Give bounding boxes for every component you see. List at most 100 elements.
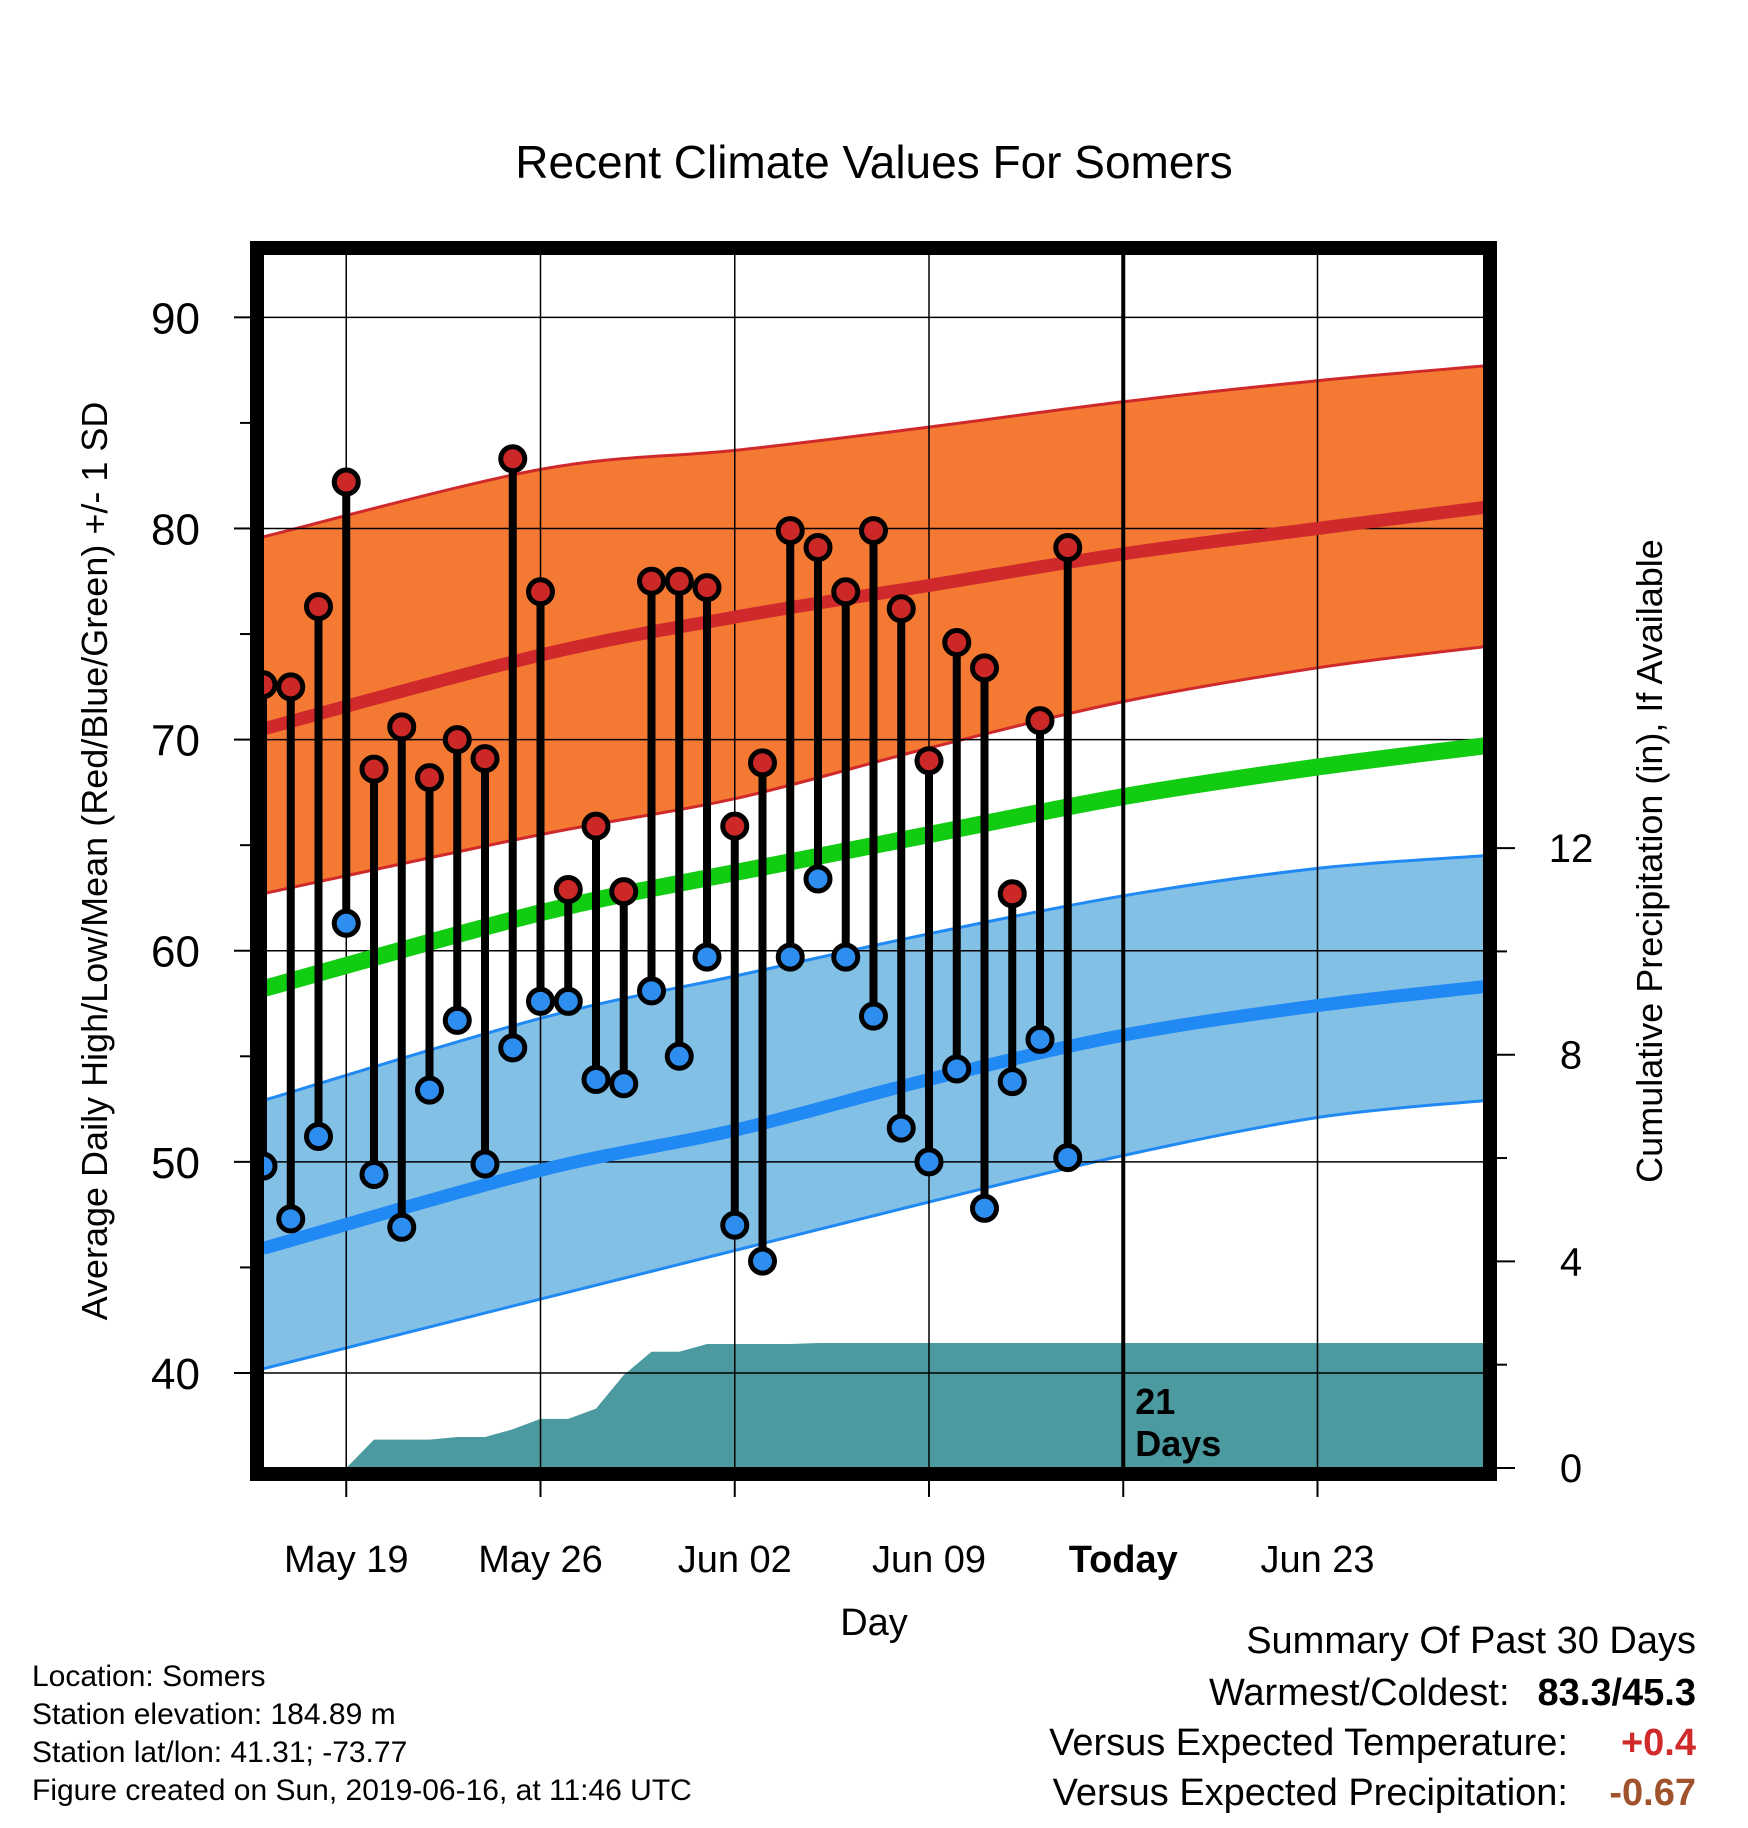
today-days-label-2: Days — [1135, 1423, 1221, 1464]
obs-low-point — [359, 1160, 389, 1190]
obs-low-point — [581, 1065, 611, 1095]
obs-high-point — [415, 763, 444, 793]
station-info: Location: Somers Station elevation: 184.… — [32, 1658, 692, 1810]
obs-high-point — [803, 532, 833, 562]
summary-warmest-row: Warmest/Coldest: 83.3/45.3 — [1209, 1672, 1696, 1715]
obs-high-point — [886, 594, 916, 624]
obs-high-point — [970, 653, 999, 683]
x-tick-label: Jun 02 — [678, 1539, 792, 1581]
obs-low-point — [276, 1204, 306, 1234]
obs-low-point — [942, 1054, 972, 1084]
y-axis-label: Average Daily High/Low/Mean (Red/Blue/Gr… — [74, 402, 115, 1321]
y-tick-label: 50 — [151, 1139, 200, 1188]
x-tick-label: Today — [1069, 1539, 1178, 1581]
obs-high-point — [748, 748, 777, 778]
precip-area-group — [263, 1343, 1484, 1468]
obs-low-point — [470, 1149, 500, 1179]
obs-high-point — [831, 577, 861, 607]
location-text: Location: Somers — [32, 1660, 266, 1693]
obs-low-point — [748, 1246, 777, 1276]
y2-axis-label: Cumulative Precipitation (in), If Availa… — [1629, 539, 1670, 1183]
y-tick-label: 60 — [151, 928, 200, 977]
y-tick-label: 90 — [151, 294, 200, 343]
obs-high-point — [859, 516, 888, 546]
obs-high-point — [526, 577, 555, 607]
obs-high-point — [609, 877, 639, 907]
obs-high-point — [359, 754, 389, 784]
axes: 40 50 60 70 80 90 0 4 8 12 May 19 May 26 Jun 02 Jun 0… — [151, 294, 1593, 1581]
obs-low-point — [415, 1075, 444, 1105]
obs-low-point — [831, 942, 861, 972]
precip-cumulative-area — [263, 1343, 1484, 1468]
obs-high-point — [637, 566, 666, 596]
low-normal-line — [263, 980, 1484, 1255]
obs-high-point — [1053, 532, 1083, 562]
obs-low-point — [498, 1033, 528, 1063]
obs-high-point — [304, 592, 333, 622]
obs-low-point — [664, 1041, 694, 1071]
summary-title: Summary Of Past 30 Days — [1246, 1620, 1696, 1662]
high-sd-band-lower-edge — [263, 645, 1484, 896]
obs-low-point — [720, 1210, 750, 1240]
x-tick-label: Jun 23 — [1260, 1539, 1374, 1581]
temp-anomaly-value: +0.4 — [1620, 1722, 1696, 1764]
obs-high-point — [720, 811, 750, 841]
obs-high-point — [581, 811, 611, 841]
obs-low-point — [859, 1001, 888, 1031]
mean-normal-line — [263, 737, 1484, 997]
x-tick-label: Jun 09 — [872, 1539, 986, 1581]
obs-low-point — [970, 1193, 999, 1223]
observations — [263, 444, 1083, 1276]
precip-anomaly-value: -0.67 — [1609, 1772, 1696, 1814]
obs-high-point — [470, 744, 500, 774]
y-tick-label: 40 — [151, 1350, 200, 1399]
high-sd-band-upper-edge — [263, 364, 1484, 539]
y-tick-label: 70 — [151, 717, 200, 766]
obs-low-point — [997, 1067, 1027, 1097]
elevation-text: Station elevation: 184.89 m — [32, 1698, 396, 1731]
obs-high-point — [664, 566, 694, 596]
summary-precip-row: Versus Expected Precipitation: -0.67 — [1053, 1772, 1696, 1815]
x-tick-label: May 19 — [284, 1539, 409, 1581]
obs-low-point — [526, 986, 555, 1016]
obs-low-point — [803, 864, 833, 894]
y2-tick-label: 12 — [1549, 827, 1594, 871]
y2-tick-label: 8 — [1560, 1034, 1582, 1078]
x-axis-label: Day — [840, 1602, 908, 1644]
obs-low-point — [387, 1212, 417, 1242]
obs-high-point — [775, 516, 805, 546]
obs-high-point — [553, 875, 583, 905]
normal-lines — [263, 500, 1484, 1255]
created-text: Figure created on Sun, 2019-06-16, at 11… — [32, 1774, 692, 1807]
obs-low-point — [609, 1069, 639, 1099]
obs-high-point — [1025, 706, 1055, 736]
y-tick-label: 80 — [151, 505, 200, 554]
low-sd-band-lower-edge — [263, 1099, 1484, 1371]
obs-high-point — [498, 444, 528, 474]
obs-low-point — [637, 976, 666, 1006]
obs-high-point — [914, 746, 944, 776]
y2-tick-label: 0 — [1560, 1447, 1582, 1491]
x-tick-label: May 26 — [478, 1539, 603, 1581]
plot-frame — [250, 241, 1497, 1481]
obs-low-point — [692, 942, 722, 972]
obs-low-point — [442, 1005, 472, 1035]
obs-low-point — [331, 908, 361, 938]
today-days-label-1: 21 — [1135, 1381, 1175, 1422]
high-normal-line — [263, 500, 1484, 736]
obs-low-point — [886, 1113, 916, 1143]
y2-tick-label: 4 — [1560, 1240, 1582, 1284]
obs-low-point — [914, 1147, 944, 1177]
obs-high-point — [263, 670, 278, 700]
low-sd-band-fill — [263, 855, 1484, 1369]
obs-low-point — [1025, 1024, 1055, 1054]
obs-low-point — [263, 1151, 278, 1181]
obs-low-point — [775, 942, 805, 972]
summary-temp-row: Versus Expected Temperature: +0.4 — [1049, 1722, 1696, 1765]
obs-high-point — [387, 712, 417, 742]
obs-low-point — [553, 986, 583, 1016]
precip-anomaly-label: Versus Expected Precipitation: — [1052, 1772, 1568, 1814]
chart-title: Recent Climate Values For Somers — [515, 136, 1233, 188]
